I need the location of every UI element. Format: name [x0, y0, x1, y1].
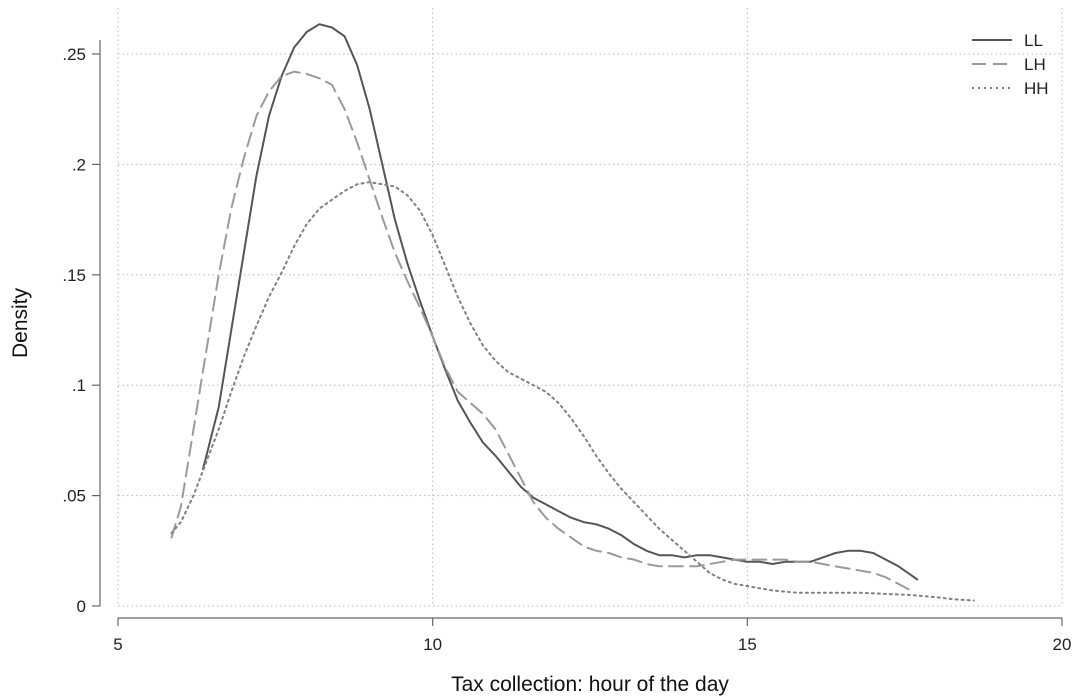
y-tick-label: .1	[72, 376, 86, 395]
y-axis-title: Density	[9, 287, 32, 358]
y-tick-label: .05	[62, 487, 86, 506]
y-tick-label: 0	[77, 597, 86, 616]
y-tick-label: .25	[62, 45, 86, 64]
x-tick-label: 15	[738, 635, 757, 654]
series-layer	[170, 23, 975, 602]
series-line-hh	[170, 181, 975, 602]
gridlines	[117, 8, 1063, 607]
legend-label-hh: HH	[1024, 79, 1049, 98]
x-tick-label: 10	[423, 635, 442, 654]
x-tick-label: 5	[113, 635, 122, 654]
y-tick-label: .15	[62, 266, 86, 285]
series-line-lh	[170, 70, 912, 592]
y-ticks: 0 .05 .1 .15 .2 .25	[62, 45, 100, 616]
x-ticks: 5 10 15 20	[113, 618, 1071, 654]
y-tick-label: .2	[72, 155, 86, 174]
axes	[99, 40, 1062, 619]
x-axis-title: Tax collection: hour of the day	[451, 673, 729, 696]
legend-label-lh: LH	[1024, 55, 1046, 74]
x-tick-label: 20	[1053, 635, 1072, 654]
legend: LL LH HH	[972, 31, 1049, 98]
legend-label-ll: LL	[1024, 31, 1043, 50]
